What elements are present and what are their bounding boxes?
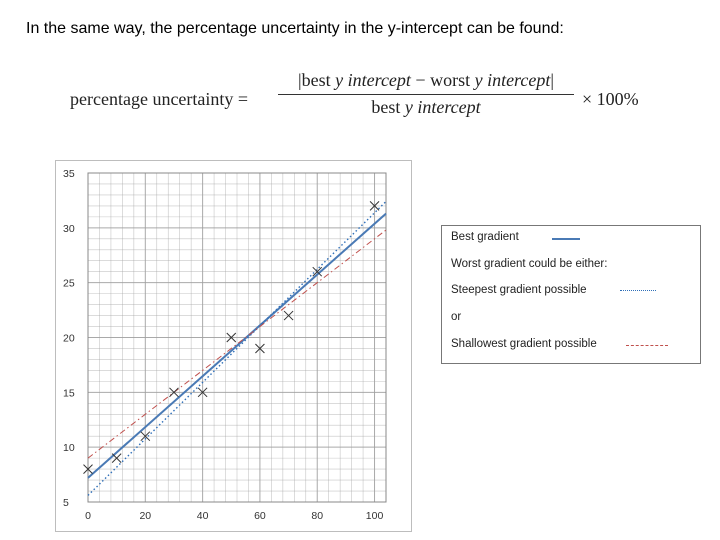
x-tick-label: 20 — [139, 510, 151, 522]
x-tick-label: 60 — [254, 510, 266, 522]
data-point — [255, 343, 265, 354]
data-point — [283, 310, 294, 321]
numerator-part-italic: y intercept — [335, 70, 411, 90]
numerator-part: |best — [298, 70, 336, 90]
y-tick-label: 10 — [63, 442, 75, 454]
data-point — [312, 266, 323, 277]
plot-area-border — [87, 172, 387, 503]
numerator-part: | — [550, 70, 554, 90]
formula-denominator: best y intercept — [276, 95, 576, 118]
numerator-part: − worst — [410, 70, 475, 90]
line-best — [87, 212, 387, 479]
line-shallowest — [87, 229, 387, 459]
data-point — [369, 201, 380, 211]
denominator-part-italic: y intercept — [404, 97, 481, 117]
formula-numerator: |best y intercept − worst y intercept| — [276, 70, 576, 94]
legend-worst-label: Worst gradient could be either: — [451, 258, 608, 270]
scatter-chart: 5 10 15 20 25 30 35 0 20 40 60 80 100 — [63, 168, 387, 522]
data-point — [197, 387, 208, 398]
y-tick-label: 15 — [63, 387, 75, 399]
legend-or-label: or — [451, 311, 462, 323]
x-tick-label: 100 — [366, 510, 384, 522]
data-point — [169, 387, 179, 398]
chart-frame: 5 10 15 20 25 30 35 0 20 40 60 80 100 — [55, 160, 412, 532]
formula-fraction: |best y intercept − worst y intercept| b… — [276, 70, 576, 118]
x-tick-label: 40 — [197, 510, 209, 522]
legend-best-label: Best gradient — [451, 231, 519, 243]
y-tick-label: 5 — [63, 497, 69, 509]
legend-shallow-label: Shallowest gradient possible — [451, 338, 597, 350]
heading-text: In the same way, the percentage uncertai… — [26, 20, 564, 37]
line-steepest — [87, 201, 387, 496]
legend-steep-sample — [620, 290, 656, 291]
y-tick-label: 25 — [63, 278, 75, 290]
data-point — [111, 453, 122, 463]
numerator-part-italic: y intercept — [474, 70, 551, 90]
formula-lhs: percentage uncertainty = — [70, 89, 249, 109]
data-point — [83, 464, 93, 474]
legend-shallow-sample — [626, 345, 668, 346]
denominator-part: best — [371, 97, 405, 117]
data-point — [226, 332, 237, 343]
formula: percentage uncertainty = |best y interce… — [70, 70, 660, 130]
legend-steep-label: Steepest gradient possible — [451, 284, 587, 296]
fraction-bar — [278, 94, 574, 95]
legend-box: Best gradient Worst gradient could be ei… — [441, 225, 701, 364]
y-tick-label: 35 — [63, 168, 75, 180]
y-tick-label: 20 — [63, 333, 75, 345]
x-tick-label: 0 — [85, 510, 91, 522]
formula-rhs: × 100% — [582, 89, 639, 109]
y-tick-label: 30 — [63, 223, 75, 235]
x-tick-label: 80 — [311, 510, 323, 522]
data-point — [140, 431, 151, 442]
legend-best-sample — [552, 238, 580, 240]
